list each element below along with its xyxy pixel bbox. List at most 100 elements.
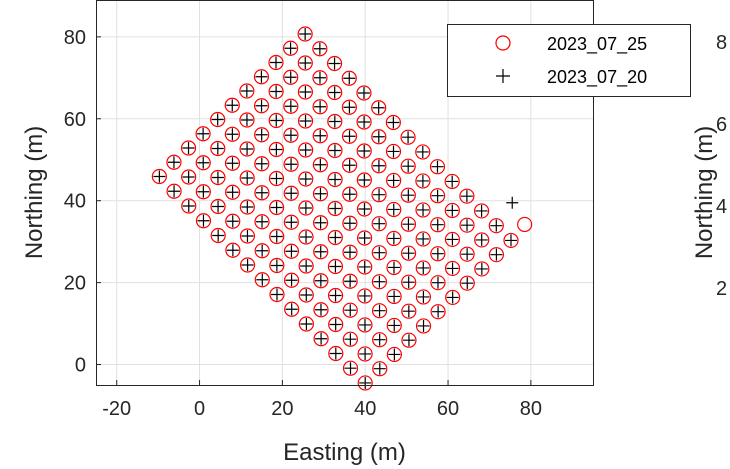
plus-marker [417, 319, 430, 332]
circle-marker [342, 244, 358, 260]
plus-marker [329, 202, 342, 215]
plus-marker [211, 171, 224, 184]
plus-marker [300, 317, 313, 330]
circle-marker [327, 200, 343, 217]
plus-marker [358, 231, 371, 244]
plus-marker [388, 290, 401, 303]
circle-marker [474, 232, 490, 248]
plus-marker [270, 172, 283, 185]
plus-marker [313, 42, 326, 55]
circle-marker [342, 215, 358, 231]
circle-marker [313, 331, 329, 347]
circle-marker [386, 172, 402, 189]
plus-marker [431, 160, 444, 173]
second-axis-ticks: 8 6 4 2 [716, 32, 727, 300]
circle-marker [210, 140, 226, 157]
plus-marker [490, 219, 503, 232]
circle-marker [195, 213, 212, 229]
plus-marker [417, 203, 430, 216]
plus-marker [285, 187, 298, 200]
circle-marker [341, 70, 357, 86]
plus-marker [314, 187, 327, 200]
circle-marker [430, 188, 446, 204]
plot-frame [96, 0, 594, 386]
plus-marker [285, 303, 298, 316]
plus-marker [226, 215, 239, 228]
circle-marker [415, 260, 431, 276]
plus-marker [344, 275, 357, 288]
x-tick-label: 80 [520, 398, 542, 420]
circle-marker [400, 187, 416, 203]
circle-marker [371, 274, 388, 290]
circle-marker [371, 187, 387, 203]
circle-marker [415, 173, 431, 189]
plus-marker [358, 202, 371, 215]
plus-marker [446, 175, 459, 188]
plus-marker [168, 185, 181, 198]
circle-marker [239, 170, 255, 186]
circle-marker [401, 303, 417, 319]
plus-marker [299, 114, 312, 127]
circle-marker [181, 198, 197, 214]
circle-marker [239, 228, 256, 244]
plus-marker [299, 143, 312, 156]
plus-marker [373, 275, 386, 288]
circle-marker [473, 203, 490, 219]
circle-marker [459, 188, 475, 204]
second-y-axis-label: Northing (m) [691, 126, 718, 259]
circle-marker [444, 260, 461, 277]
plus-marker [300, 230, 313, 243]
circle-marker [297, 113, 314, 129]
plus-marker [328, 86, 341, 99]
plus-marker [300, 259, 313, 272]
plus-marker [358, 173, 371, 186]
plus-marker [328, 144, 341, 157]
plus-marker [387, 203, 400, 216]
circle-marker [386, 346, 402, 363]
circle-marker [253, 69, 270, 85]
circle-marker [326, 55, 343, 72]
plus-marker [446, 204, 459, 217]
circle-marker [254, 127, 270, 143]
plus-marker [431, 247, 444, 260]
circle-marker [415, 144, 431, 160]
circle-marker [313, 215, 329, 231]
circle-marker [327, 229, 343, 246]
circle-marker [283, 69, 299, 85]
circle-marker [385, 143, 402, 160]
x-tick-label: 0 [194, 398, 205, 420]
plus-marker [241, 258, 254, 271]
plus-marker [182, 171, 195, 184]
circle-marker [166, 183, 182, 199]
circle-marker [444, 202, 460, 219]
circle-marker [254, 272, 270, 288]
circle-marker [283, 214, 299, 230]
plus-marker [241, 172, 254, 185]
circle-marker [313, 244, 329, 260]
plus-marker [270, 143, 283, 156]
plus-marker [313, 71, 326, 84]
plus-marker [490, 248, 503, 261]
plus-marker [329, 260, 342, 273]
plus-marker [197, 156, 210, 169]
plus-marker [241, 229, 254, 242]
axis-ticks: -20 0 20 40 60 80 0 20 40 60 80 [64, 27, 542, 420]
plus-marker [343, 188, 356, 201]
plus-marker [373, 246, 386, 259]
plus-marker [475, 233, 488, 246]
plus-marker [182, 200, 195, 213]
circle-marker [298, 171, 314, 187]
circle-marker [254, 185, 270, 201]
plus-marker [211, 142, 224, 155]
plus-marker [402, 247, 415, 260]
legend-label: 2023_07_25 [547, 34, 647, 55]
plus-marker [284, 71, 297, 84]
plus-marker [299, 172, 312, 185]
circle-marker [357, 375, 373, 391]
plus-marker [461, 219, 474, 232]
plus-marker [343, 130, 356, 143]
plus-marker [431, 276, 444, 289]
circle-marker [444, 231, 461, 248]
plus-marker [432, 305, 445, 318]
y-tick-label: 40 [64, 191, 86, 213]
